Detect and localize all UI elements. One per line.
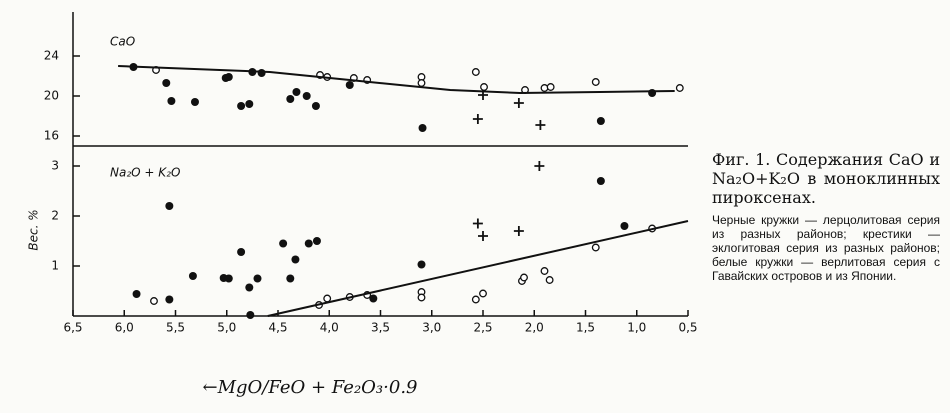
x-tick-label: 3,5 <box>371 321 390 335</box>
filled-point <box>417 260 426 269</box>
filled-point <box>162 79 171 87</box>
y-tick-label: 24 <box>44 49 59 63</box>
y-tick-label: 20 <box>44 89 59 103</box>
filled-point <box>224 274 233 283</box>
x-tick-label: 4,0 <box>320 321 339 335</box>
open-point <box>520 273 528 282</box>
y-axis-label: Вес. % <box>27 209 41 250</box>
open-point <box>546 83 555 91</box>
filled-point <box>620 222 629 230</box>
filled-point <box>165 295 174 304</box>
filled-point <box>167 97 176 105</box>
y-tick-label: 3 <box>51 159 59 173</box>
x-tick-label: 0,5 <box>678 321 697 335</box>
x-tick-label: 6,5 <box>63 321 82 335</box>
filled-point <box>237 102 246 110</box>
open-point <box>471 68 480 76</box>
cross-point <box>478 231 488 241</box>
y-tick-label: 16 <box>44 129 59 143</box>
x-tick-label: 6,0 <box>115 321 134 335</box>
filled-point <box>190 98 199 106</box>
x-tick-label: 1,0 <box>627 321 646 335</box>
filled-point <box>286 274 295 283</box>
filled-point <box>253 274 262 283</box>
filled-point <box>237 248 246 256</box>
open-point <box>150 297 158 305</box>
trend-line <box>118 65 675 95</box>
filled-point <box>596 177 605 185</box>
filled-point <box>369 294 378 303</box>
filled-point <box>245 283 254 292</box>
x-tick-label: 5,5 <box>166 321 185 335</box>
trend-line <box>267 220 689 317</box>
x-tick-label: 1,5 <box>576 321 595 335</box>
open-point <box>471 295 480 304</box>
cross-point <box>472 114 483 124</box>
x-tick-label: 2,0 <box>525 321 544 335</box>
caption: Фиг. 1. Содержания CaO и Na₂O+K₂O в моно… <box>712 150 940 283</box>
x-tick-label: 5,0 <box>217 321 236 335</box>
open-point <box>417 293 426 302</box>
open-point <box>591 78 600 86</box>
open-point <box>675 84 684 92</box>
cross-point <box>513 226 524 236</box>
filled-point <box>292 88 301 96</box>
caption-title: Фиг. 1. Содержания CaO и Na₂O+K₂O в моно… <box>712 150 940 207</box>
filled-point <box>312 237 321 245</box>
filled-point <box>302 92 311 100</box>
filled-point <box>246 311 255 319</box>
cross-point <box>513 98 524 108</box>
filled-point <box>304 239 313 248</box>
filled-point <box>286 95 295 103</box>
filled-point <box>648 89 657 97</box>
x-axis-label: ←MgO/FeO + Fe₂O₃·0.9 <box>203 377 418 398</box>
cross-point <box>472 218 483 229</box>
open-point <box>323 294 332 303</box>
filled-point <box>224 73 233 81</box>
filled-point <box>418 124 427 132</box>
x-tick-label: 2,5 <box>473 321 492 335</box>
caption-body: Черные кружки — лерцолитовая серия из ра… <box>712 213 940 283</box>
x-tick-label: 3,0 <box>422 321 441 335</box>
x-tick-label: 4,5 <box>268 321 287 335</box>
cross-point <box>534 161 545 171</box>
filled-point <box>257 69 266 77</box>
filled-point <box>291 255 300 264</box>
filled-point <box>245 100 254 108</box>
open-point <box>480 83 488 91</box>
filled-point <box>165 202 174 210</box>
filled-point <box>596 117 605 125</box>
filled-point <box>188 272 197 280</box>
chart: CaO Na₂O + K₂O Вес. % ←MgO/FeO + Fe₂O₃·0… <box>27 12 698 398</box>
y-tick-label: 1 <box>51 259 59 273</box>
open-point <box>417 79 426 87</box>
cross-point <box>535 120 546 130</box>
y-tick-label: 2 <box>51 209 59 223</box>
panel-label: CaO <box>110 35 135 49</box>
filled-point <box>311 102 320 110</box>
filled-point <box>345 81 354 89</box>
filled-point <box>279 239 288 248</box>
filled-point <box>132 290 141 298</box>
open-point <box>591 243 600 252</box>
panel-label: Na₂O + K₂O <box>110 166 180 180</box>
open-point <box>479 289 487 298</box>
open-point <box>545 276 554 284</box>
open-point <box>540 267 549 275</box>
open-point <box>540 84 549 92</box>
